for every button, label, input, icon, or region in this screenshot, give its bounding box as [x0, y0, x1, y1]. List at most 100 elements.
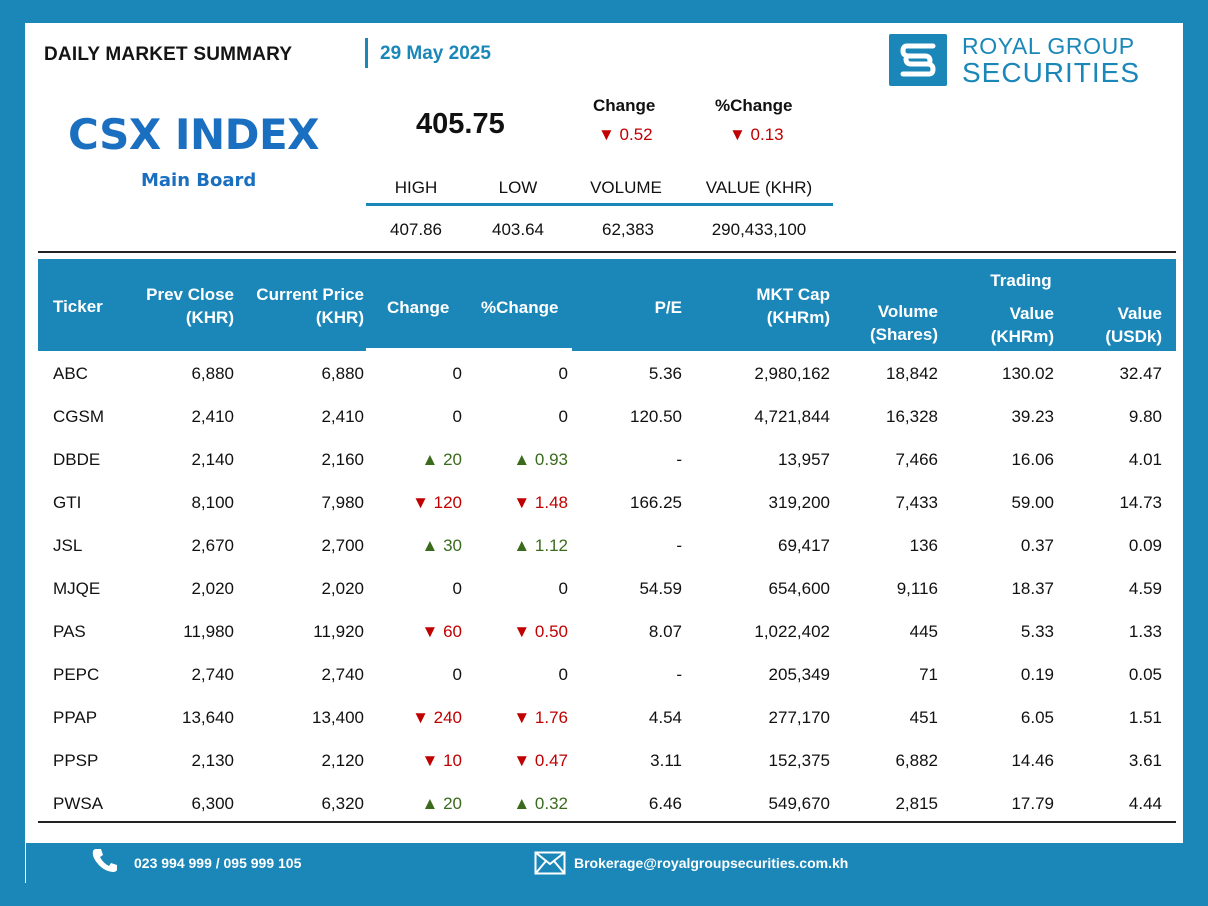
- cell-mkt-cap: 13,957: [778, 450, 830, 469]
- footer-email[interactable]: Brokerage@royalgroupsecurities.com.kh: [574, 855, 849, 871]
- cell-volume: 445: [909, 622, 938, 641]
- cell-change: 0: [452, 364, 462, 383]
- cell-current-price: 2,700: [321, 536, 364, 555]
- index-value: 405.75: [416, 108, 505, 140]
- cell-pct-change: ▼ 1.48: [513, 493, 568, 512]
- brand-logo-icon: [889, 34, 947, 86]
- cell-pe: -: [676, 665, 682, 684]
- cell-mkt-cap: 549,670: [768, 794, 830, 813]
- cell-value-usd: 3.61: [1128, 751, 1162, 770]
- cell-mkt-cap: 205,349: [768, 665, 830, 684]
- cell-change: ▲ 20: [421, 450, 462, 469]
- cell-ticker: PEPC: [53, 665, 100, 684]
- th-volume-line2: (Shares): [869, 325, 938, 344]
- stats-divider: [366, 203, 833, 206]
- cell-value-usd: 4.59: [1128, 579, 1162, 598]
- th-ticker: Ticker: [53, 297, 103, 316]
- th-prev-close: Prev Close (KHR): [120, 283, 234, 329]
- cell-pct-change: 0: [558, 665, 568, 684]
- cell-ticker: PAS: [53, 622, 86, 641]
- cell-prev-close: 2,130: [191, 751, 234, 770]
- cell-value-usd: 14.73: [1119, 493, 1162, 512]
- cell-current-price: 7,980: [321, 493, 364, 512]
- cell-pct-change: ▼ 0.50: [513, 622, 568, 641]
- stat-high-label: HIGH: [394, 178, 438, 197]
- cell-change: ▼ 240: [412, 708, 462, 727]
- cell-pe: 8.07: [648, 622, 682, 641]
- footer-phone: 023 994 999 / 095 999 105: [134, 855, 302, 871]
- stat-high: 407.86: [390, 220, 442, 239]
- cell-value-khr: 6.05: [1020, 708, 1054, 727]
- section-divider: [38, 251, 1176, 253]
- phone-icon: [90, 846, 120, 879]
- stat-low-label: LOW: [498, 178, 538, 197]
- cell-pct-change: ▼ 0.47: [513, 751, 568, 770]
- cell-prev-close: 11,980: [183, 622, 234, 641]
- mail-icon: [534, 851, 566, 880]
- cell-volume: 2,815: [895, 794, 938, 813]
- cell-pct-change: 0: [558, 364, 568, 383]
- cell-change: ▼ 10: [421, 751, 462, 770]
- cell-volume: 16,328: [886, 407, 938, 426]
- cell-value-khr: 0.37: [1020, 536, 1054, 555]
- cell-value-khr: 18.37: [1011, 579, 1054, 598]
- cell-mkt-cap: 2,980,162: [754, 364, 830, 383]
- th-trading: Trading: [990, 271, 1052, 290]
- cell-pe: 6.46: [648, 794, 682, 813]
- th-mkt-cap-line2: (KHRm): [766, 308, 830, 327]
- th-value-usd-line2: (USDk): [1105, 327, 1162, 346]
- cell-value-usd: 0.05: [1128, 665, 1162, 684]
- cell-current-price: 2,120: [321, 751, 364, 770]
- stat-volume: 62,383: [602, 220, 654, 239]
- cell-pe: 3.11: [650, 751, 682, 770]
- cell-ticker: PPSP: [53, 751, 99, 770]
- th-change: Change: [387, 298, 450, 317]
- th-value-usd: Value (USDk): [1080, 302, 1162, 348]
- cell-mkt-cap: 4,721,844: [754, 407, 830, 426]
- header-notch: [366, 348, 572, 352]
- cell-prev-close: 2,670: [191, 536, 234, 555]
- summary-title: DAILY MARKET SUMMARY: [44, 44, 293, 65]
- cell-pe: 120.50: [630, 407, 682, 426]
- cell-mkt-cap: 69,417: [778, 536, 830, 555]
- th-current-line1: Current Price: [256, 285, 364, 304]
- cell-value-khr: 14.46: [1011, 751, 1054, 770]
- cell-prev-close: 2,020: [191, 579, 234, 598]
- th-mkt-cap-line1: MKT Cap: [756, 285, 830, 304]
- cell-mkt-cap: 319,200: [768, 493, 830, 512]
- cell-change: ▲ 20: [421, 794, 462, 813]
- cell-mkt-cap: 152,375: [768, 751, 830, 770]
- cell-prev-close: 6,300: [191, 794, 234, 813]
- cell-current-price: 2,410: [321, 407, 364, 426]
- cell-prev-close: 2,410: [191, 407, 234, 426]
- cell-current-price: 2,020: [321, 579, 364, 598]
- cell-mkt-cap: 277,170: [768, 708, 830, 727]
- cell-mkt-cap: 654,600: [768, 579, 830, 598]
- cell-ticker: CGSM: [53, 407, 104, 426]
- brand-line-1: ROYAL GROUP: [962, 33, 1135, 59]
- th-prev-close-line1: Prev Close: [146, 285, 234, 304]
- cell-value-khr: 5.33: [1020, 622, 1054, 641]
- table-header: [38, 259, 1176, 351]
- cell-change: 0: [452, 579, 462, 598]
- cell-volume: 7,433: [895, 493, 938, 512]
- index-change: ▼ 0.52: [598, 125, 653, 144]
- title-divider: [365, 38, 368, 68]
- cell-volume: 136: [909, 536, 938, 555]
- cell-pct-change: ▲ 0.32: [513, 794, 568, 813]
- cell-value-usd: 1.33: [1128, 622, 1162, 641]
- cell-pe: 54.59: [639, 579, 682, 598]
- cell-ticker: PWSA: [53, 794, 104, 813]
- cell-value-khr: 16.06: [1011, 450, 1054, 469]
- th-pct-change: %Change: [481, 298, 559, 317]
- cell-ticker: DBDE: [53, 450, 101, 469]
- th-volume: Volume (Shares): [850, 300, 938, 346]
- report-date: 29 May 2025: [380, 43, 491, 64]
- cell-value-khr: 17.79: [1011, 794, 1054, 813]
- cell-pe: 166.25: [630, 493, 682, 512]
- cell-current-price: 6,320: [321, 794, 364, 813]
- cell-ticker: MJQE: [53, 579, 101, 598]
- cell-prev-close: 2,140: [191, 450, 234, 469]
- cell-value-usd: 1.51: [1128, 708, 1162, 727]
- stat-volume-label: VOLUME: [590, 178, 662, 197]
